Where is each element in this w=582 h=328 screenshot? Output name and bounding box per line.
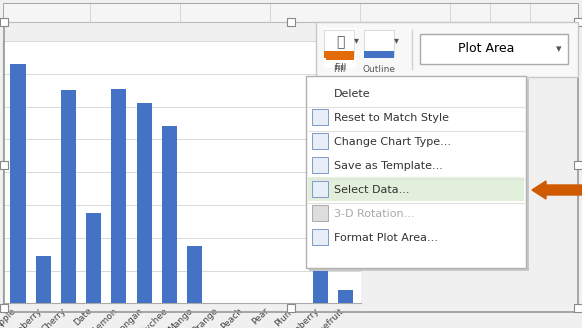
Text: 🪣: 🪣 bbox=[336, 35, 344, 49]
Bar bbox=[10, 64, 26, 303]
Bar bbox=[324, 28, 356, 68]
Bar bbox=[574, 161, 582, 169]
Text: ▾: ▾ bbox=[353, 35, 359, 45]
Bar bbox=[0, 18, 8, 26]
Bar bbox=[86, 213, 101, 303]
Bar bbox=[137, 103, 152, 303]
Text: Outline: Outline bbox=[363, 65, 396, 73]
Bar bbox=[0, 304, 8, 312]
Bar bbox=[574, 304, 582, 312]
Text: 3-D Rotation...: 3-D Rotation... bbox=[334, 209, 414, 219]
Bar bbox=[364, 30, 394, 56]
Text: ▾: ▾ bbox=[393, 35, 399, 45]
Bar bbox=[312, 229, 328, 245]
Text: Format Plot Area...: Format Plot Area... bbox=[334, 233, 438, 243]
Bar bbox=[36, 256, 51, 303]
Text: Select Data...: Select Data... bbox=[334, 185, 410, 195]
Bar bbox=[309, 79, 529, 271]
Bar bbox=[312, 109, 328, 125]
Bar bbox=[364, 51, 394, 58]
Bar bbox=[574, 18, 582, 26]
Bar bbox=[4, 4, 578, 22]
Bar bbox=[187, 246, 202, 303]
Bar bbox=[312, 181, 328, 197]
Text: Fill: Fill bbox=[334, 63, 346, 72]
Bar bbox=[312, 205, 328, 221]
Text: Fill: Fill bbox=[333, 65, 345, 73]
Bar bbox=[308, 177, 524, 201]
Bar bbox=[111, 89, 126, 303]
Bar bbox=[287, 18, 295, 26]
Bar bbox=[162, 126, 177, 303]
Bar bbox=[326, 52, 354, 60]
Bar bbox=[312, 157, 328, 173]
Bar bbox=[338, 290, 353, 303]
Bar bbox=[312, 133, 328, 149]
Bar bbox=[420, 34, 568, 64]
Bar bbox=[61, 90, 76, 303]
FancyArrow shape bbox=[532, 181, 582, 199]
Text: Change Chart Type...: Change Chart Type... bbox=[334, 137, 451, 147]
Bar bbox=[0, 161, 8, 169]
Bar bbox=[306, 76, 526, 268]
Bar bbox=[313, 185, 328, 303]
Text: Delete: Delete bbox=[334, 89, 371, 99]
Text: Save as Template...: Save as Template... bbox=[334, 161, 443, 171]
Text: ▾: ▾ bbox=[556, 44, 562, 54]
Bar bbox=[324, 51, 354, 58]
Bar bbox=[324, 30, 354, 56]
Text: Plot Area: Plot Area bbox=[458, 43, 514, 55]
Bar bbox=[316, 22, 578, 77]
Bar bbox=[287, 304, 295, 312]
Text: Reset to Match Style: Reset to Match Style bbox=[334, 113, 449, 123]
